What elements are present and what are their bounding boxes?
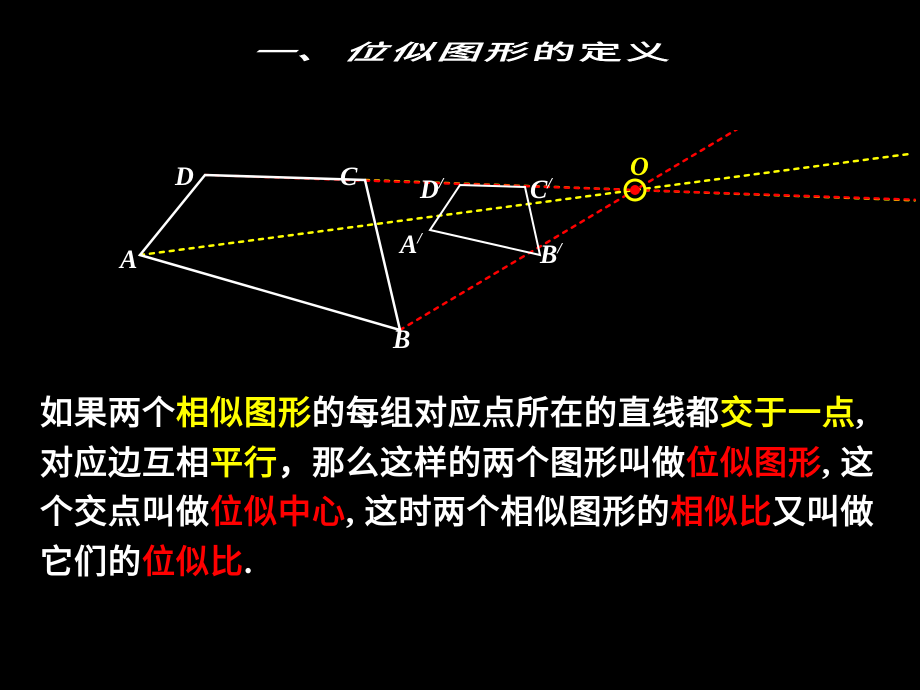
point-label-A: A [120, 245, 137, 275]
text-segment: 平行 [210, 446, 278, 482]
text-segment: 相似图形 [176, 396, 312, 432]
text-segment: 交于一点 [720, 396, 856, 432]
definition-paragraph: 如果两个相似图形的每组对应点所在的直线都交于一点,对应边互相平行，那么这样的两个… [40, 390, 880, 588]
text-segment: 位似比 [142, 545, 244, 581]
point-label-D: D [175, 162, 194, 192]
text-segment: 位似中心 [210, 495, 346, 531]
text-segment: . [244, 545, 253, 581]
text-segment: 相似比 [671, 495, 773, 531]
point-label-Dp: D/ [420, 175, 443, 205]
text-segment: , 这时两个相似图形的 [346, 495, 671, 531]
point-label-O: O [630, 152, 649, 182]
text-segment: 如果两个 [40, 396, 176, 432]
geometry-diagram: D C D/C/O A A/B/B [0, 130, 920, 370]
text-segment: 的每组对应点所在的直线都 [312, 396, 720, 432]
text-segment: 位似图形 [686, 446, 822, 482]
point-label-C: C [340, 162, 357, 192]
text-segment: ，那么这样的两个图形叫做 [278, 446, 686, 482]
point-label-B: B [393, 325, 410, 355]
point-label-Cp: C/ [530, 175, 552, 205]
point-label-Ap: A/ [400, 230, 422, 260]
point-label-Bp: B/ [540, 240, 562, 270]
title-text: 一、位似图形的定义 [241, 36, 678, 67]
diagram-svg [0, 130, 920, 370]
